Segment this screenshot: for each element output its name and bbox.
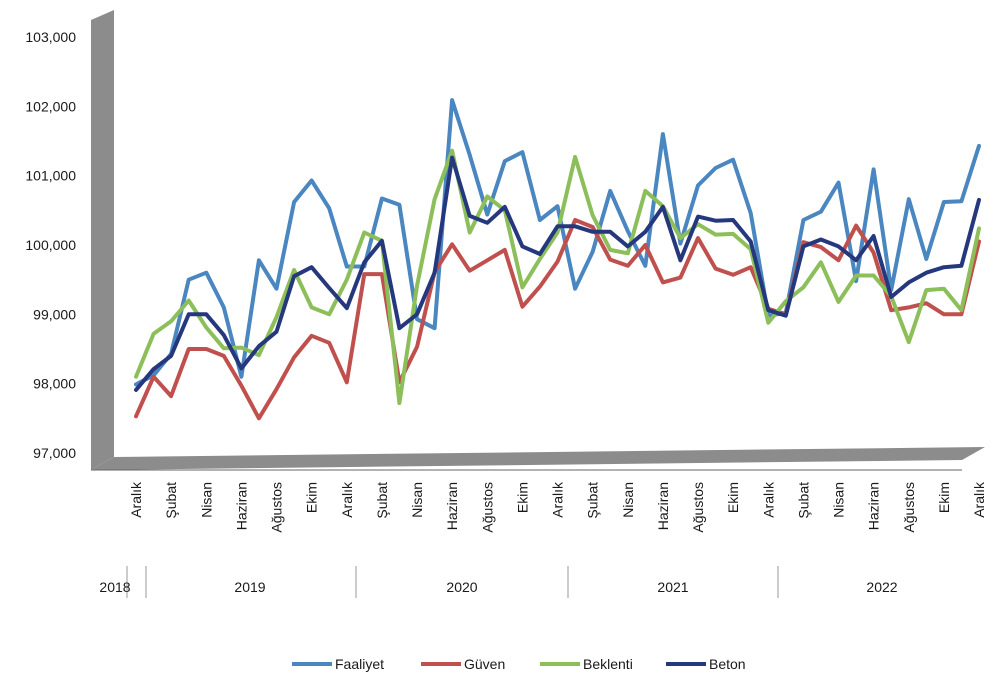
legend-label-güven: Güven: [464, 656, 505, 672]
x-tick-label: Şubat: [374, 482, 390, 519]
series-lines: [134, 98, 981, 421]
x-axis-ticks: Aralık Şubat Nisan Haziran Ağustos Ekim Aralık…: [128, 481, 987, 533]
legend-label-faaliyet: Faaliyet: [335, 656, 384, 672]
x-tick-label: Ekim: [514, 482, 530, 513]
x-tick-label: Aralık: [971, 481, 987, 518]
x-tick-label: Ekim: [936, 482, 952, 513]
y-tick-label: 103,000: [25, 29, 76, 45]
x-tick-label: Haziran: [655, 482, 671, 530]
legend-label-beklenti: Beklenti: [583, 656, 633, 672]
chart-left-wall: [91, 10, 114, 470]
year-label: 2022: [866, 579, 897, 595]
x-tick-label: Nisan: [620, 482, 636, 518]
x-tick-label: Aralık: [339, 481, 355, 518]
year-dividers: [126, 566, 779, 598]
x-tick-label: Şubat: [795, 482, 811, 519]
series-line-beklenti: [134, 148, 981, 406]
x-tick-label: Ekim: [725, 482, 741, 513]
x-tick-label: Aralık: [760, 481, 776, 518]
y-tick-label: 99,000: [33, 306, 76, 322]
y-tick-label: 102,000: [25, 98, 76, 114]
x-tick-label: Ağustos: [901, 482, 917, 533]
x-tick-label: Nisan: [409, 482, 425, 518]
x-tick-label: Ağustos: [690, 482, 706, 533]
series-line-beton: [134, 155, 981, 392]
x-tick-label: Şubat: [163, 482, 179, 519]
series-line-güven: [134, 218, 981, 421]
x-tick-label: Nisan: [831, 482, 847, 518]
chart-floor: [91, 447, 985, 470]
x-tick-label: Aralık: [128, 481, 144, 518]
year-labels: 2018 2019 2020 2021 2022: [99, 579, 897, 595]
x-tick-label: Haziran: [866, 482, 882, 530]
y-tick-label: 97,000: [33, 445, 76, 461]
x-tick-label: Nisan: [198, 482, 214, 518]
year-label: 2021: [657, 579, 688, 595]
legend-label-beton: Beton: [709, 656, 746, 672]
y-tick-label: 101,000: [25, 168, 76, 184]
year-label: 2020: [446, 579, 477, 595]
x-tick-label: Haziran: [444, 482, 460, 530]
x-tick-label: Aralık: [550, 481, 566, 518]
y-axis-ticks: 97,000 98,000 99,000 100,000 101,000 102,000 1…: [25, 29, 76, 461]
year-label: 2019: [234, 579, 265, 595]
x-tick-label: Haziran: [233, 482, 249, 530]
x-tick-label: Ağustos: [269, 482, 285, 533]
series-line-faaliyet: [134, 98, 981, 387]
legend: Faaliyet Güven Beklenti Beton: [292, 656, 746, 672]
y-tick-label: 98,000: [33, 376, 76, 392]
y-tick-label: 100,000: [25, 237, 76, 253]
x-tick-label: Ekim: [304, 482, 320, 513]
year-label: 2018: [99, 579, 130, 595]
x-tick-label: Şubat: [585, 482, 601, 519]
x-tick-label: Ağustos: [479, 482, 495, 533]
